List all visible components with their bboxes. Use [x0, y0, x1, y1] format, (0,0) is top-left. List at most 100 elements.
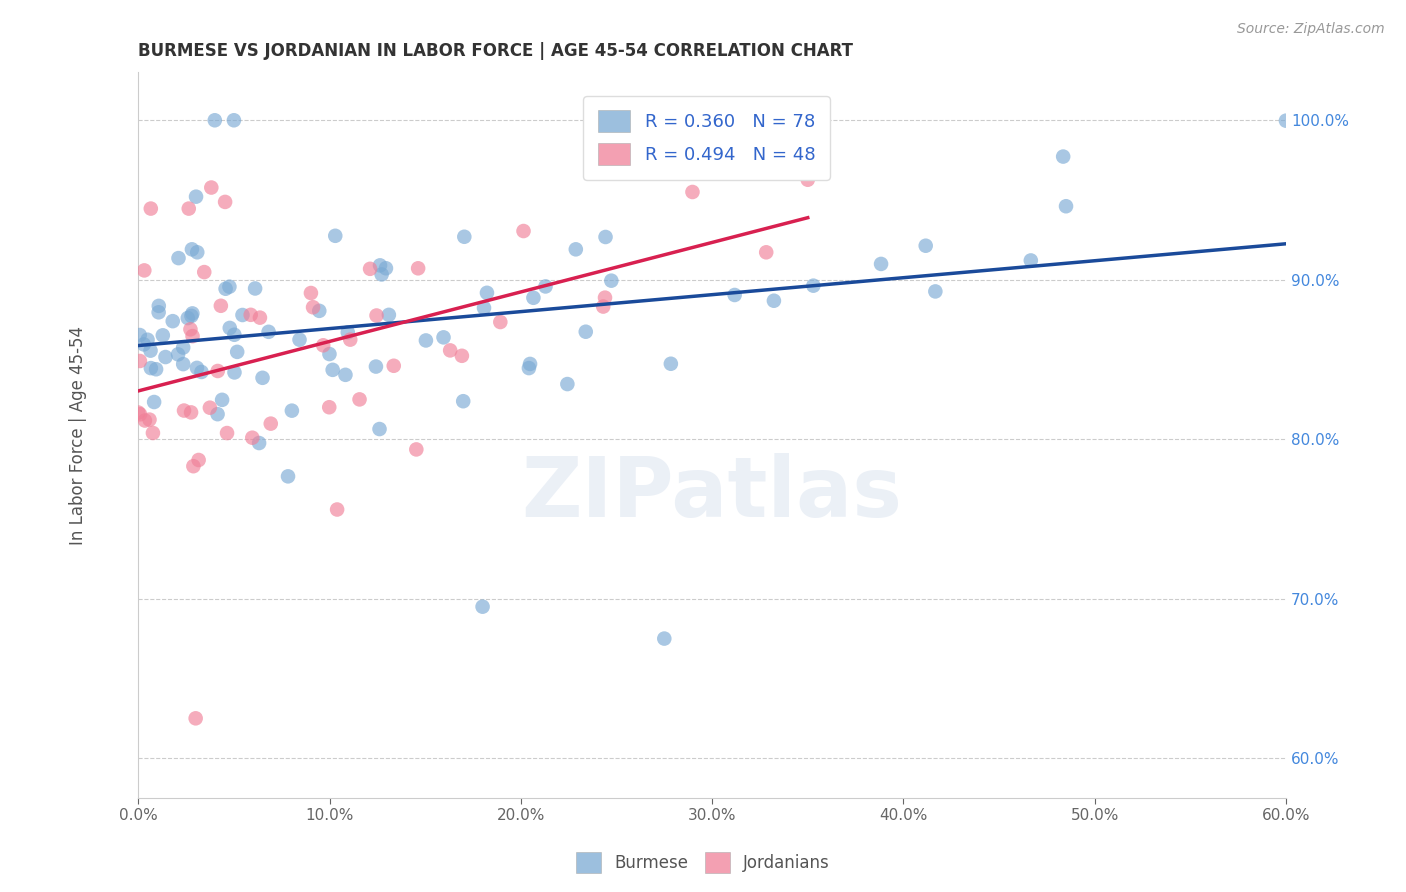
Point — [439, 343, 461, 358]
Point — [177, 202, 200, 216]
Point — [801, 278, 824, 293]
Point — [127, 405, 149, 419]
Point — [914, 238, 936, 252]
Point — [129, 407, 152, 421]
Point — [432, 330, 454, 344]
Point — [218, 279, 240, 293]
Point — [173, 403, 195, 417]
Point — [368, 422, 391, 436]
Point — [134, 413, 156, 427]
Text: BURMESE VS JORDANIAN IN LABOR FORCE | AGE 45-54 CORRELATION CHART: BURMESE VS JORDANIAN IN LABOR FORCE | AG… — [138, 42, 853, 60]
Point — [138, 412, 160, 426]
Point — [240, 431, 263, 445]
Point — [312, 338, 335, 352]
Point — [707, 136, 730, 150]
Point — [198, 401, 221, 415]
Point — [323, 228, 346, 243]
Point — [335, 368, 357, 382]
Point — [231, 308, 253, 322]
Point — [565, 243, 588, 257]
Point — [167, 347, 190, 361]
Point — [288, 333, 311, 347]
Point — [517, 361, 540, 376]
Point — [378, 308, 401, 322]
Point — [451, 394, 474, 409]
Point — [184, 189, 207, 203]
Point — [249, 310, 271, 325]
Point — [1019, 253, 1042, 268]
Point — [190, 365, 212, 379]
Point — [186, 360, 208, 375]
Point — [243, 281, 266, 295]
Point — [1275, 113, 1298, 128]
Point — [148, 305, 170, 319]
Point — [364, 359, 387, 374]
Point — [471, 599, 494, 614]
Legend: Burmese, Jordanians: Burmese, Jordanians — [569, 846, 837, 880]
Point — [472, 301, 495, 315]
Point — [187, 453, 209, 467]
Point — [302, 300, 325, 314]
Point — [277, 469, 299, 483]
Point — [132, 337, 155, 351]
Point — [200, 180, 222, 194]
Point — [593, 291, 616, 305]
Point — [177, 311, 200, 326]
Point — [1054, 199, 1077, 213]
Point — [382, 359, 405, 373]
Point — [136, 333, 159, 347]
Point — [139, 361, 162, 376]
Point — [181, 329, 204, 343]
Point — [368, 258, 391, 272]
Point — [211, 392, 233, 407]
Point — [322, 363, 344, 377]
Point — [592, 300, 614, 314]
Point — [326, 502, 349, 516]
Point — [128, 328, 150, 343]
Point — [179, 322, 201, 336]
Point — [370, 268, 392, 282]
Point — [336, 326, 359, 340]
Point — [797, 172, 820, 186]
Point — [349, 392, 371, 407]
Point — [415, 334, 437, 348]
Point — [134, 263, 156, 277]
Point — [870, 257, 893, 271]
Point — [139, 202, 162, 216]
Point — [318, 401, 340, 415]
Point — [755, 245, 778, 260]
Point — [193, 265, 215, 279]
Point — [129, 354, 152, 368]
Point — [209, 299, 232, 313]
Text: Source: ZipAtlas.com: Source: ZipAtlas.com — [1237, 22, 1385, 37]
Point — [167, 251, 190, 265]
Point — [214, 194, 236, 209]
Point — [224, 327, 246, 342]
Point — [172, 357, 194, 371]
Point — [239, 308, 262, 322]
Point — [155, 350, 177, 364]
Text: ZIPatlas: ZIPatlas — [522, 453, 903, 533]
Point — [214, 282, 236, 296]
Point — [534, 279, 557, 293]
Point — [139, 343, 162, 358]
Point — [762, 293, 785, 308]
Point — [252, 371, 274, 385]
Point — [308, 303, 330, 318]
Point — [207, 364, 229, 378]
Point — [522, 291, 544, 305]
Point — [557, 377, 579, 392]
Point — [145, 362, 167, 376]
Point — [184, 711, 207, 725]
Point — [595, 230, 617, 244]
Point — [406, 261, 429, 276]
Point — [148, 299, 170, 313]
Point — [600, 274, 623, 288]
Point — [181, 243, 204, 257]
Point — [375, 261, 398, 276]
Point — [299, 285, 322, 300]
Point — [659, 357, 682, 371]
Point — [162, 314, 184, 328]
Point — [180, 405, 202, 419]
Point — [489, 315, 512, 329]
